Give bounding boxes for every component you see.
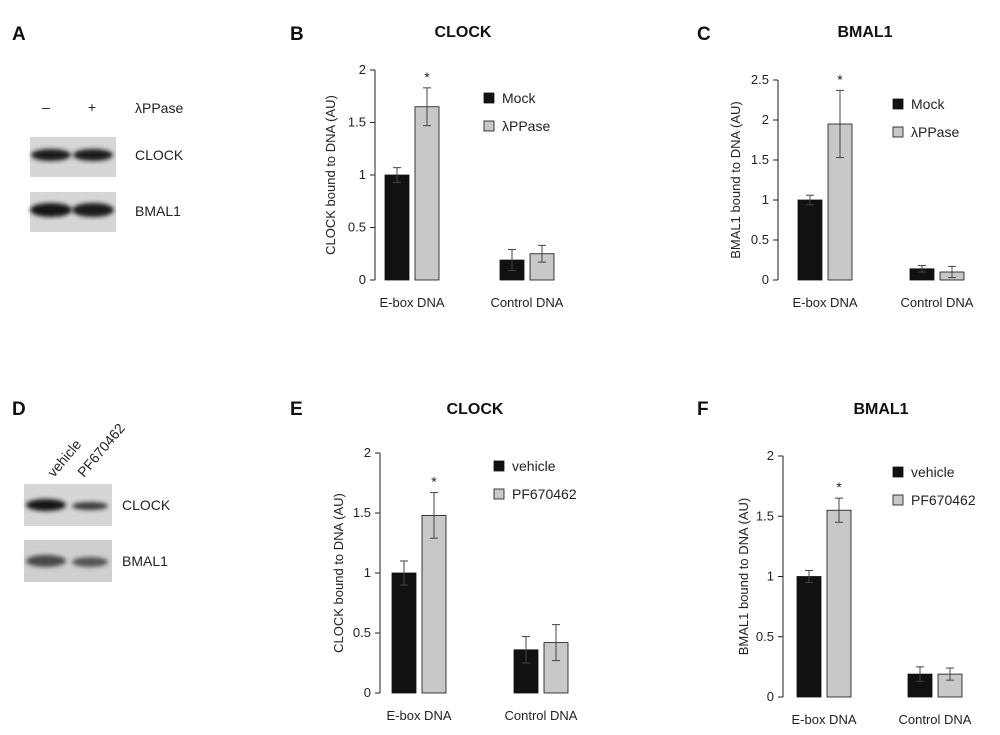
x-category-label: E-box DNA	[379, 295, 444, 310]
blot-band-bmal1-lane2	[72, 203, 114, 217]
y-tick-label: 1	[359, 167, 366, 182]
significance-star: *	[424, 69, 430, 85]
y-tick-label: 0.5	[756, 629, 774, 644]
bar	[529, 253, 555, 281]
y-tick-label: 1.5	[348, 115, 366, 130]
y-tick-label: 1.5	[751, 152, 769, 167]
x-category-label: Control DNA	[899, 712, 972, 727]
lane-label-pf670462: PF670462	[74, 420, 128, 480]
blot-band-clock-lane1	[31, 149, 71, 161]
blot-band-clock-vehicle	[26, 499, 66, 511]
y-tick-label: 2	[762, 112, 769, 127]
band-label-bmal1: BMAL1	[122, 553, 168, 569]
significance-star: *	[837, 71, 843, 87]
legend-swatch	[493, 460, 505, 472]
blot-band-bmal1-pf670462	[72, 557, 108, 567]
lane-label-minus: –	[42, 99, 50, 115]
panel-letter-a: A	[12, 24, 26, 45]
legend-swatch	[483, 120, 495, 132]
bar	[796, 576, 822, 698]
band-label-clock: CLOCK	[135, 147, 184, 163]
y-axis-label: BMAL1 bound to DNA (AU)	[728, 101, 743, 259]
panel-e-chart: E CLOCK 0 0.5 1 1.5 2 CLOCK bound to DNA (AU) E-…	[290, 399, 578, 723]
legend-swatch	[892, 126, 904, 138]
panel-letter: E	[290, 399, 303, 420]
y-tick-label: 2	[767, 448, 774, 463]
legend-label: λPPase	[911, 124, 959, 140]
legend-label: vehicle	[512, 458, 556, 474]
bar	[826, 509, 852, 698]
legend-swatch	[892, 98, 904, 110]
legend-label: λPPase	[502, 118, 550, 134]
y-tick-label: 1	[364, 565, 371, 580]
blot-band-clock-lane2	[73, 149, 113, 161]
chart-title: CLOCK	[435, 24, 492, 41]
panel-b-chart: B CLOCK 0 0.5 1 1.5 2 CLOCK bound to DNA (AU) E-…	[290, 24, 564, 310]
band-label-clock: CLOCK	[122, 497, 171, 513]
y-tick-label: 1.5	[353, 505, 371, 520]
y-tick-label: 1	[762, 192, 769, 207]
legend-label: vehicle	[911, 464, 955, 480]
y-tick-label: 0	[359, 272, 366, 287]
y-tick-label: 1.5	[756, 508, 774, 523]
lane-label-plus: +	[88, 99, 96, 115]
y-tick-label: 0	[762, 272, 769, 287]
legend-label: PF670462	[911, 492, 976, 508]
x-category-label: Control DNA	[901, 295, 974, 310]
legend-swatch	[892, 494, 904, 506]
chart-title: CLOCK	[447, 401, 504, 418]
blot-band-bmal1-lane1	[30, 203, 72, 217]
y-tick-label: 2	[359, 62, 366, 77]
bar	[797, 199, 823, 281]
y-tick-label: 0.5	[751, 232, 769, 247]
y-tick-label: 1	[767, 569, 774, 584]
panel-a-blot: A – + λPPase CLOCK BMAL1	[12, 24, 184, 232]
legend-swatch	[493, 488, 505, 500]
y-tick-label: 0.5	[353, 625, 371, 640]
y-tick-label: 0	[364, 685, 371, 700]
y-tick-label: 2	[364, 445, 371, 460]
panel-d-blot: D vehicle PF670462 CLOCK BMAL1	[12, 399, 171, 582]
treatment-label: λPPase	[135, 100, 183, 116]
panel-c-chart: C BMAL1 0 0.5 1 1.5 2 2.5 BMAL1 bound to DNA (AU…	[697, 24, 974, 310]
x-category-label: E-box DNA	[791, 712, 856, 727]
legend-label: Mock	[911, 96, 945, 112]
x-category-label: E-box DNA	[386, 708, 451, 723]
y-tick-label: 0	[767, 689, 774, 704]
chart-title: BMAL1	[837, 24, 892, 41]
significance-star: *	[431, 474, 437, 490]
panel-letter-d: D	[12, 399, 26, 420]
band-label-bmal1: BMAL1	[135, 203, 181, 219]
panel-letter: C	[697, 24, 711, 45]
panel-letter: F	[697, 399, 709, 420]
bar	[384, 174, 410, 281]
y-tick-label: 2.5	[751, 72, 769, 87]
x-category-label: Control DNA	[505, 708, 578, 723]
legend-swatch	[483, 92, 495, 104]
bar	[421, 515, 447, 694]
y-axis-label: CLOCK bound to DNA (AU)	[331, 493, 346, 653]
y-axis-label: CLOCK bound to DNA (AU)	[323, 95, 338, 255]
bar	[414, 106, 440, 281]
y-tick-label: 0.5	[348, 220, 366, 235]
bar	[391, 572, 417, 694]
y-axis-label: BMAL1 bound to DNA (AU)	[736, 498, 751, 656]
x-category-label: E-box DNA	[792, 295, 857, 310]
blot-band-clock-pf670462	[72, 502, 108, 510]
panel-f-chart: F BMAL1 0 0.5 1 1.5 2 BMAL1 bound to DNA (AU) E-…	[697, 399, 976, 727]
panel-letter: B	[290, 24, 304, 45]
significance-star: *	[836, 479, 842, 495]
x-category-label: Control DNA	[491, 295, 564, 310]
legend-label: PF670462	[512, 486, 577, 502]
chart-title: BMAL1	[853, 401, 908, 418]
legend-swatch	[892, 466, 904, 478]
legend-label: Mock	[502, 90, 536, 106]
blot-band-bmal1-vehicle	[26, 555, 66, 567]
